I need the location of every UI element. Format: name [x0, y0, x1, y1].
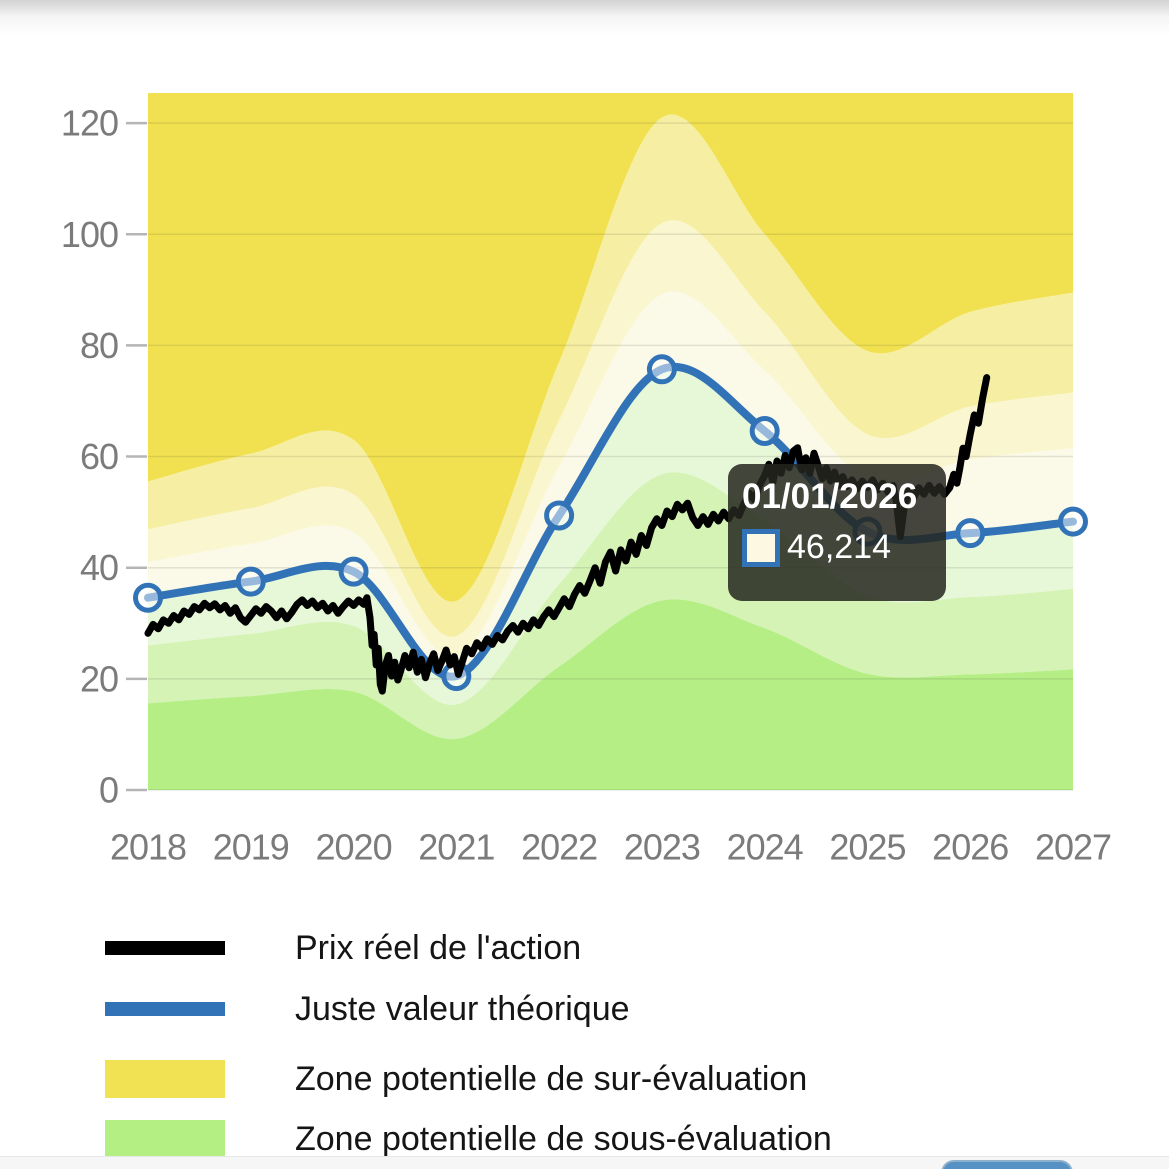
footer-action-button[interactable]	[941, 1160, 1073, 1169]
undervaluation-zone-swatch	[105, 1120, 225, 1158]
x-axis-label: 2018	[110, 827, 186, 868]
band-zone	[148, 366, 1073, 705]
fair-value-marker[interactable]	[544, 500, 575, 531]
fair-value-marker[interactable]	[955, 518, 986, 549]
x-axis-label: 2019	[213, 827, 289, 868]
y-axis-label: 120	[61, 103, 118, 144]
band-overvaluation-strong	[148, 93, 1073, 602]
y-axis-label: 80	[80, 325, 118, 366]
legend-label: Zone potentielle de sur-évaluation	[295, 1059, 808, 1098]
legend-item-overvaluation-zone[interactable]: Zone potentielle de sur-évaluation	[105, 1060, 807, 1098]
fair-value-marker[interactable]	[646, 354, 677, 385]
band-zone	[148, 114, 1073, 637]
fair-value-marker[interactable]	[133, 582, 163, 613]
overvaluation-zone-swatch	[105, 1060, 225, 1098]
x-axis-label: 2022	[521, 827, 597, 868]
x-axis-label: 2025	[829, 827, 905, 868]
legend-label: Prix réel de l'action	[295, 928, 582, 967]
fair-value-line-swatch	[105, 1002, 225, 1016]
tooltip-row: 46,214	[742, 528, 932, 567]
fair-value-marker[interactable]	[235, 566, 266, 597]
x-axis-label: 2023	[624, 827, 700, 868]
fair-value-marker[interactable]	[338, 556, 369, 587]
legend-item-undervaluation-zone[interactable]: Zone potentielle de sous-évaluation	[105, 1120, 832, 1158]
y-axis-label: 40	[80, 547, 118, 588]
legend-item-fair-value[interactable]: Juste valeur théorique	[105, 990, 630, 1028]
x-axis-label: 2027	[1035, 827, 1111, 868]
tooltip-date: 01/01/2026	[742, 477, 918, 516]
x-axis-label: 2024	[727, 827, 803, 868]
valuation-chart[interactable]: 0 20 40 60 80 100 120 2018 2019 2020 2021 2022 2023 2…	[0, 0, 1169, 905]
fair-value-marker[interactable]	[1058, 506, 1088, 537]
y-axis-label: 60	[80, 436, 118, 477]
legend-label: Zone potentielle de sous-évaluation	[295, 1119, 832, 1158]
y-axis-label: 20	[80, 658, 118, 699]
y-axis-label: 100	[61, 214, 118, 255]
fair-value-marker[interactable]	[749, 415, 780, 446]
tooltip-value: 46,214	[787, 528, 891, 566]
x-axis-label: 2021	[418, 827, 494, 868]
top-header-shadow	[0, 0, 1169, 36]
band-zone	[148, 291, 1073, 677]
y-axis-label: 0	[99, 770, 118, 811]
x-axis-label: 2026	[932, 827, 1008, 868]
footer-bar	[0, 1156, 1169, 1169]
tooltip-series-swatch	[742, 528, 780, 567]
legend-label: Juste valeur théorique	[295, 989, 630, 1028]
band-zone	[148, 220, 1073, 657]
band-undervaluation-strong	[148, 599, 1073, 790]
legend-item-price[interactable]: Prix réel de l'action	[105, 929, 581, 967]
x-axis-label: 2020	[316, 827, 392, 868]
chart-tooltip: 01/01/2026 46,214	[728, 464, 946, 601]
price-line-swatch	[105, 941, 225, 955]
